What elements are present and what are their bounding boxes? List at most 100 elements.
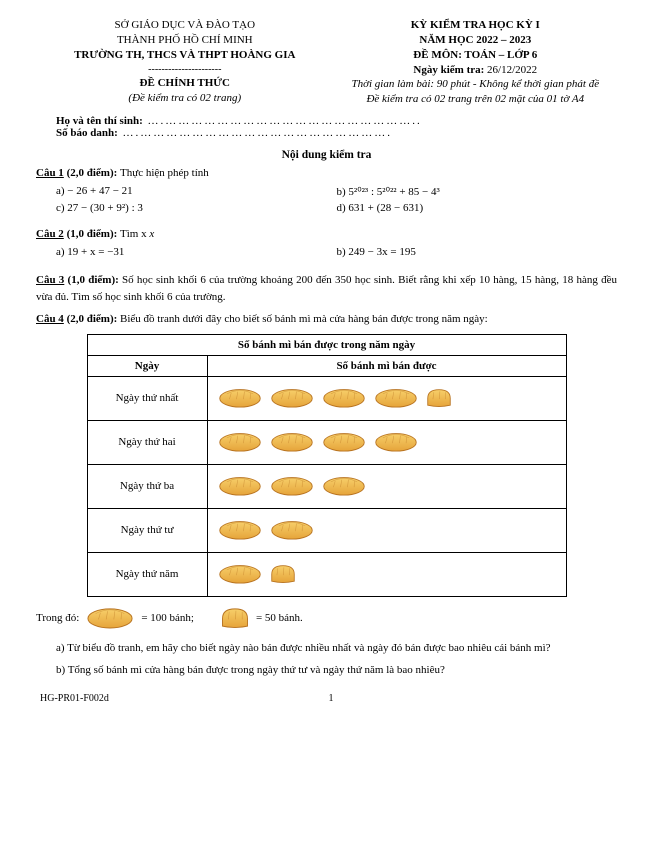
bread-half-loaf-icon: [270, 562, 296, 584]
bread-loaf-icon: [218, 562, 262, 584]
icons-cell: [207, 420, 566, 464]
q3-points: (1,0 điểm):: [64, 274, 122, 286]
bread-full-icon: [374, 430, 418, 455]
bread-full-icon: [270, 430, 314, 455]
table-row: Ngày thứ tư: [87, 508, 566, 552]
bread-loaf-icon: [270, 386, 314, 408]
org-line-1: SỞ GIÁO DỤC VÀ ĐÀO TẠO: [36, 18, 334, 33]
q4-label: Câu 4: [36, 313, 64, 325]
q2-text: Tìm x x: [120, 228, 154, 240]
page-number: 1: [328, 693, 333, 704]
header-left: SỞ GIÁO DỤC VÀ ĐÀO TẠO THÀNH PHỐ HỒ CHÍ …: [36, 18, 334, 107]
bread-loaf-icon: [218, 474, 262, 496]
bread-full-icon: [218, 474, 262, 499]
q3-text: Số học sinh khối 6 của trường khoảng 200…: [36, 274, 617, 303]
footer-code: HG-PR01-F002d: [40, 693, 109, 704]
day-cell: Ngày thứ hai: [87, 420, 207, 464]
bread-full-icon: [218, 518, 262, 543]
header: SỞ GIÁO DỤC VÀ ĐÀO TẠO THÀNH PHỐ HỒ CHÍ …: [36, 18, 617, 107]
q1-d: d) 631 + (28 − 631): [337, 202, 618, 214]
bread-loaf-icon: [218, 386, 262, 408]
bread-full-icon: [270, 518, 314, 543]
bread-loaf-icon: [374, 430, 418, 452]
org-line-2: THÀNH PHỐ HỒ CHÍ MINH: [36, 33, 334, 48]
bread-full-icon: [218, 430, 262, 455]
school-year: NĂM HỌC 2022 – 2023: [334, 33, 617, 48]
candidate-name-line: Họ và tên thí sinh: ….…………………………………………………: [56, 115, 617, 127]
exam-page: SỞ GIÁO DỤC VÀ ĐÀO TẠO THÀNH PHỐ HỒ CHÍ …: [0, 0, 653, 722]
bread-full-icon: [374, 386, 418, 411]
duration-note: Thời gian làm bài: 90 phút - Không kể th…: [334, 77, 617, 92]
q3-label: Câu 3: [36, 274, 64, 286]
bread-full-icon: [322, 386, 366, 411]
bread-full-icon: [85, 605, 135, 632]
bread-half-icon: [270, 562, 296, 587]
bread-full-icon: [270, 474, 314, 499]
q2-label: Câu 2: [36, 228, 64, 240]
candidate-id-dots: ….………………………………………………….: [118, 127, 392, 139]
q4-b: b) Tổng số bánh mì cửa hàng bán được tro…: [56, 662, 617, 679]
bread-loaf-icon: [218, 430, 262, 452]
question-1: Câu 1 (2,0 điểm): Thực hiện phép tính: [36, 167, 617, 179]
candidate-name-dots: ….…………………………………………………..: [143, 115, 422, 127]
bread-loaf-icon: [85, 605, 135, 629]
table-row: Ngày thứ ba: [87, 464, 566, 508]
bread-tbody: Ngày thứ nhất: [87, 376, 566, 596]
q1-c: c) 27 − (30 + 9²) : 3: [56, 202, 337, 214]
subject-grade: ĐỀ MÔN: TOÁN – LỚP 6: [334, 48, 617, 63]
exam-date-value: 26/12/2022: [484, 64, 537, 76]
candidate-name-label: Họ và tên thí sinh:: [56, 115, 143, 127]
bread-loaf-icon: [374, 386, 418, 408]
pages-note: Đề kiểm tra có 02 trang trên 02 mặt của …: [334, 92, 617, 107]
bread-half-icon: [426, 386, 452, 411]
day-cell: Ngày thứ nhất: [87, 376, 207, 420]
q1-row-2: c) 27 − (30 + 9²) : 3 d) 631 + (28 − 631…: [56, 202, 617, 214]
day-cell: Ngày thứ năm: [87, 552, 207, 596]
icons-cell: [207, 508, 566, 552]
bread-half-loaf-icon: [426, 386, 452, 408]
bread-loaf-icon: [322, 430, 366, 452]
q4-points: (2,0 điểm):: [64, 313, 120, 325]
page-count-note: (Đề kiểm tra có 02 trang): [36, 91, 334, 106]
bread-loaf-icon: [322, 386, 366, 408]
icons-cell: [207, 464, 566, 508]
question-3: Câu 3 (1,0 điểm): Số học sinh khối 6 của…: [36, 272, 617, 305]
q1-a: a) − 26 + 47 − 21: [56, 185, 337, 198]
q4-a: a) Từ biểu đồ tranh, em hãy cho biết ngà…: [56, 640, 617, 657]
bread-table: Số bánh mì bán được trong năm ngày Ngày …: [87, 334, 567, 597]
content-title: Nội dung kiểm tra: [36, 149, 617, 161]
legend-row: Trong đó: = 100 bánh; = 50 bánh.: [36, 605, 617, 632]
q1-b: b) 5²⁰²³ : 5²⁰²² + 85 − 4³: [337, 185, 618, 198]
question-4: Câu 4 (2,0 điểm): Biểu đồ tranh dưới đây…: [36, 311, 617, 328]
bread-full-icon: [270, 386, 314, 411]
q2-a: a) 19 + x = −31: [56, 246, 337, 258]
page-footer: HG-PR01-F002d 1: [36, 693, 617, 704]
bread-loaf-icon: [322, 474, 366, 496]
bread-full-icon: [218, 562, 262, 587]
bread-half-icon: [220, 605, 250, 632]
legend-prefix: Trong đó:: [36, 612, 79, 624]
bread-full-icon: [218, 386, 262, 411]
q1-row-1: a) − 26 + 47 − 21 b) 5²⁰²³ : 5²⁰²² + 85 …: [56, 185, 617, 198]
col-day-header: Ngày: [87, 355, 207, 376]
bread-loaf-icon: [218, 518, 262, 540]
header-separator: ----------------------: [36, 63, 334, 77]
question-2: Câu 2 (1,0 điểm): Tìm x x: [36, 228, 617, 240]
exam-title: KỲ KIỂM TRA HỌC KỲ I: [334, 18, 617, 33]
bread-loaf-icon: [270, 430, 314, 452]
table-row: Ngày thứ hai: [87, 420, 566, 464]
table-row: Ngày thứ nhất: [87, 376, 566, 420]
legend-full-text: = 100 bánh;: [141, 612, 194, 624]
q2-row: a) 19 + x = −31 b) 249 − 3x = 195: [56, 246, 617, 258]
legend-half-text: = 50 bánh.: [256, 612, 303, 624]
table-title: Số bánh mì bán được trong năm ngày: [87, 334, 566, 355]
q2-points: (1,0 điểm):: [64, 228, 120, 240]
header-right: KỲ KIỂM TRA HỌC KỲ I NĂM HỌC 2022 – 2023…: [334, 18, 617, 107]
q1-text: Thực hiện phép tính: [120, 167, 209, 179]
exam-date-line: Ngày kiểm tra: 26/12/2022: [334, 63, 617, 78]
q1-points: (2,0 điểm):: [64, 167, 120, 179]
candidate-info: Họ và tên thí sinh: ….…………………………………………………: [36, 115, 617, 139]
bread-half-loaf-icon: [220, 605, 250, 629]
bread-full-icon: [322, 430, 366, 455]
bread-loaf-icon: [270, 518, 314, 540]
